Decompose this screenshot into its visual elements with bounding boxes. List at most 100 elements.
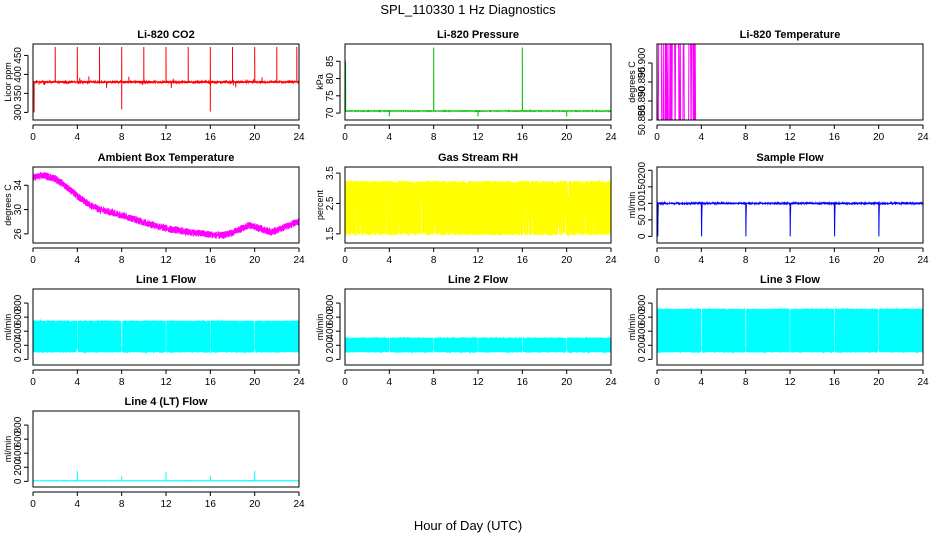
y-tick-label: 0: [325, 356, 336, 362]
x-tick-label: 20: [873, 377, 885, 388]
panel-title: Li-820 CO2: [137, 29, 194, 41]
x-tick-label: 0: [654, 255, 660, 266]
y-axis-label: ml/min: [3, 314, 13, 341]
y-tick-label: 3.5: [325, 166, 336, 180]
x-tick-label: 8: [119, 132, 125, 143]
x-tick-label: 16: [205, 377, 217, 388]
x-tick-label: 0: [342, 132, 348, 143]
y-tick-label: 800: [637, 294, 648, 311]
y-tick-label: 0: [13, 356, 24, 362]
y-tick-label: 50.885: [637, 104, 648, 135]
y-tick-label: 50.900: [637, 47, 648, 78]
y-tick-label: 200: [637, 162, 648, 179]
x-tick-label: 12: [472, 255, 484, 266]
x-tick-label: 12: [784, 255, 796, 266]
x-tick-label: 20: [561, 255, 573, 266]
plot-frame: [32, 288, 300, 366]
panel-line3: Line 3 Flow 0 4 8 12 16 20 24 0 200400600800ml/mi…: [627, 274, 929, 388]
x-tick-label: 12: [160, 255, 172, 266]
y-axis-label: ml/min: [315, 314, 325, 341]
panel-title: Li-820 Pressure: [437, 29, 519, 41]
x-tick-label: 20: [249, 377, 261, 388]
plot-frame: [656, 288, 924, 366]
y-axis-label: ml/min: [627, 192, 637, 219]
y-axis-label: ml/min: [3, 436, 13, 463]
x-axis-caption: Hour of Day (UTC): [413, 518, 523, 533]
y-tick-label: 600: [13, 308, 24, 325]
x-tick-label: 24: [917, 377, 929, 388]
y-tick-label: 0: [637, 233, 648, 239]
y-axis-label: degrees C: [3, 184, 13, 226]
y-tick-label: 300: [13, 104, 24, 121]
y-tick-label: 70: [325, 107, 336, 119]
x-tick-label: 16: [205, 132, 217, 143]
page-title: SPL_110330 1 Hz Diagnostics: [380, 2, 556, 17]
x-tick-label: 8: [743, 377, 749, 388]
y-tick-label: 200: [13, 337, 24, 354]
plot-frame: [32, 410, 300, 488]
y-tick-label: 1.5: [325, 226, 336, 240]
x-tick-label: 24: [917, 255, 929, 266]
y-tick-label: 26: [13, 228, 24, 240]
y-tick-label: 150: [637, 178, 648, 195]
x-tick-label: 4: [75, 255, 81, 266]
series-line: [33, 46, 299, 113]
series-line: [657, 44, 923, 120]
y-tick-label: 800: [325, 294, 336, 311]
y-tick-label: 2.5: [325, 196, 336, 210]
series-line: [345, 335, 611, 355]
plot-frame: [656, 43, 924, 121]
y-tick-label: 100: [637, 195, 648, 212]
panel-title: Line 2 Flow: [448, 274, 508, 286]
x-tick-label: 20: [249, 132, 261, 143]
x-tick-label: 8: [743, 255, 749, 266]
panel-title: Line 4 (LT) Flow: [125, 396, 208, 408]
x-tick-label: 8: [119, 255, 125, 266]
x-tick-label: 20: [249, 499, 261, 510]
panel-title: Sample Flow: [756, 152, 824, 164]
y-tick-label: 400: [13, 66, 24, 83]
x-tick-label: 0: [30, 132, 36, 143]
y-tick-label: 600: [637, 308, 648, 325]
plot-frame: [344, 166, 612, 244]
x-tick-label: 0: [30, 499, 36, 510]
x-tick-label: 4: [699, 132, 705, 143]
y-tick-label: 200: [325, 337, 336, 354]
plot-frame: [32, 43, 300, 121]
panel-ambient: Ambient Box Temperature 0 4 8 12 16 20 24 26 30 34…: [3, 152, 305, 266]
y-tick-label: 85: [325, 55, 336, 67]
x-tick-label: 4: [699, 377, 705, 388]
x-tick-label: 20: [561, 132, 573, 143]
y-axis-label: ml/min: [627, 314, 637, 341]
y-axis-label: percent: [315, 189, 325, 220]
series-line: [33, 470, 299, 483]
x-tick-label: 16: [517, 377, 529, 388]
x-tick-label: 4: [75, 377, 81, 388]
y-tick-label: 600: [325, 308, 336, 325]
x-tick-label: 20: [561, 377, 573, 388]
y-tick-label: 80: [325, 73, 336, 85]
y-tick-label: 200: [637, 337, 648, 354]
panel-title: Line 1 Flow: [136, 274, 196, 286]
plot-frame: [344, 43, 612, 121]
y-tick-label: 400: [325, 322, 336, 339]
y-tick-label: 50.895: [637, 66, 648, 97]
x-tick-label: 20: [873, 132, 885, 143]
x-tick-label: 16: [829, 255, 841, 266]
x-tick-label: 24: [293, 132, 305, 143]
panel-title: Gas Stream RH: [438, 152, 518, 164]
y-tick-label: 50: [637, 214, 648, 226]
y-axis-label: Licor ppm: [3, 62, 13, 102]
x-tick-label: 12: [160, 132, 172, 143]
y-tick-label: 400: [637, 322, 648, 339]
y-tick-label: 50.890: [637, 85, 648, 116]
y-axis-label: degrees C: [627, 61, 637, 103]
x-tick-label: 0: [30, 377, 36, 388]
x-tick-label: 20: [873, 255, 885, 266]
x-tick-label: 24: [293, 255, 305, 266]
series-line: [657, 200, 923, 237]
